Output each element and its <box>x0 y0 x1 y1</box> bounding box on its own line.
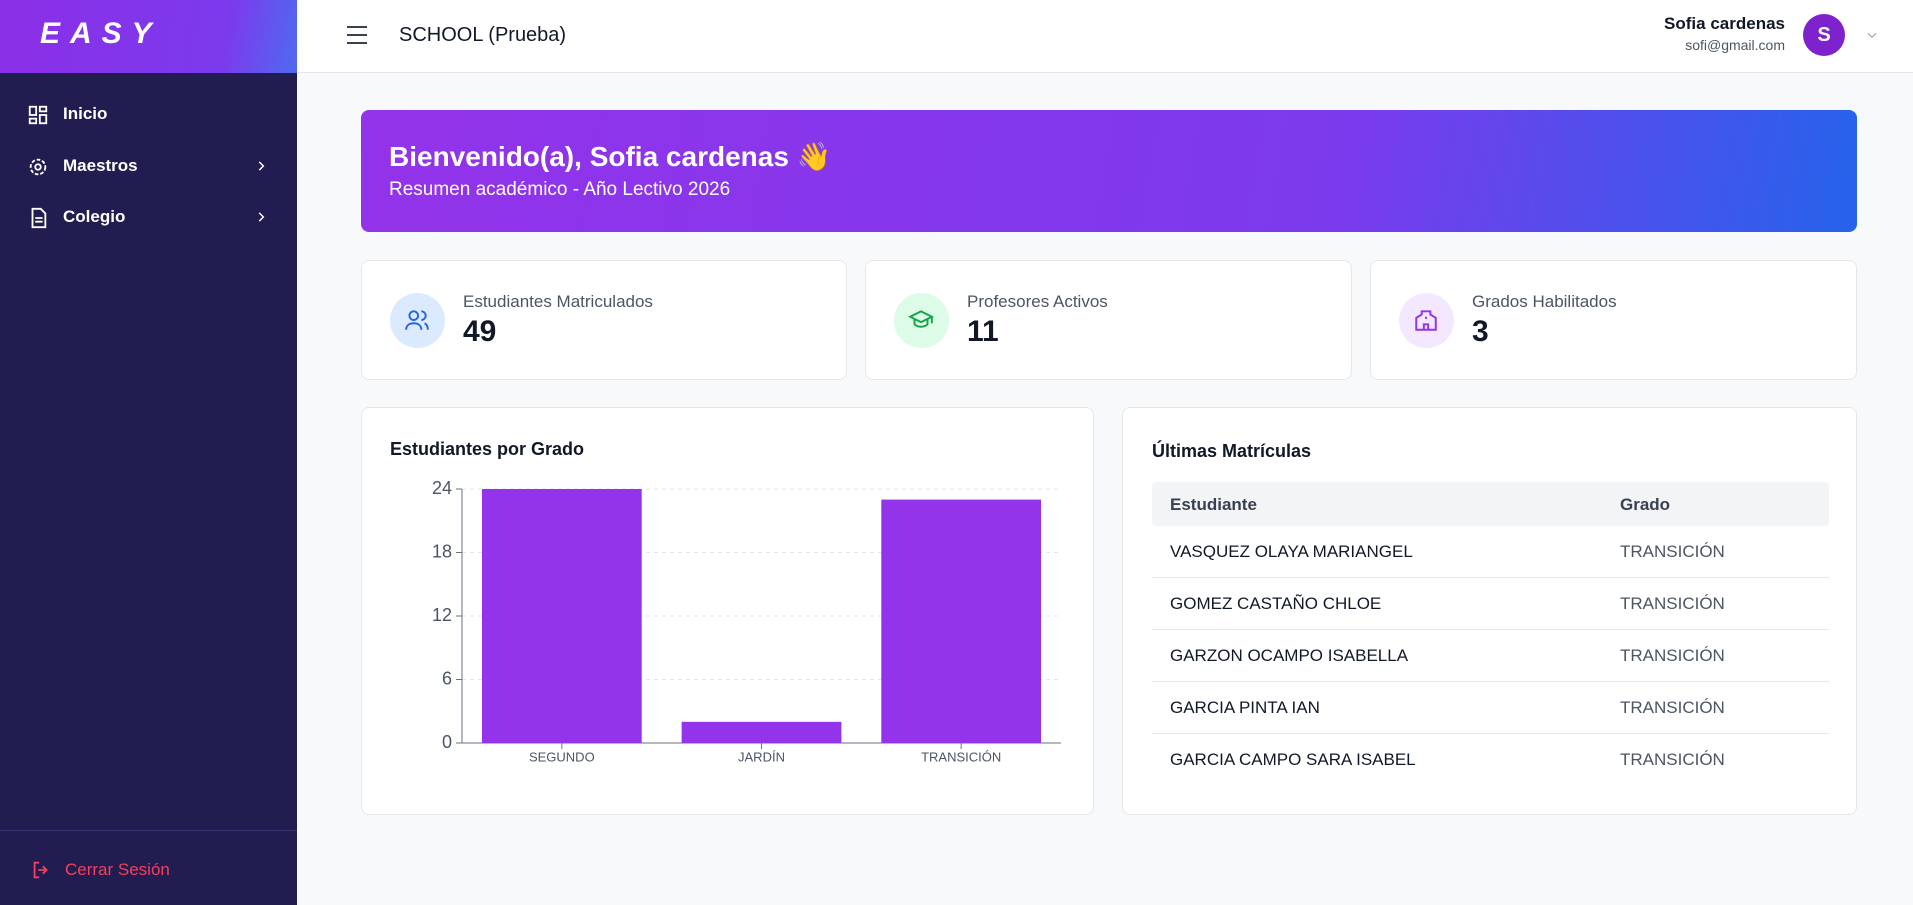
grade: TRANSICIÓN <box>1620 646 1725 665</box>
nav-item[interactable]: Colegio <box>0 195 297 239</box>
chevron <box>258 212 265 222</box>
column-header: Grado <box>1620 495 1671 514</box>
user-name: Sofia cardenas <box>1664 14 1785 33</box>
banner-subtitle: Resumen académico - Año Lectivo 2026 <box>389 179 731 200</box>
grade: TRANSICIÓN <box>1620 542 1725 561</box>
y-tick-label: 0 <box>442 732 452 752</box>
logout-label: Cerrar Sesión <box>65 860 170 879</box>
nav-label: Colegio <box>63 207 126 226</box>
student-name: GOMEZ CASTAÑO CHLOE <box>1170 594 1382 613</box>
chevron <box>258 161 265 171</box>
y-tick-label: 6 <box>442 668 452 688</box>
nav-item[interactable]: Inicio <box>0 92 297 136</box>
student-name: VASQUEZ OLAYA MARIANGEL <box>1170 542 1413 561</box>
y-tick-label: 18 <box>432 541 452 561</box>
column-header: Estudiante <box>1170 495 1257 514</box>
icon <box>29 158 47 176</box>
stat-label: Estudiantes Matriculados <box>463 292 653 311</box>
icon <box>28 105 48 125</box>
school-name: SCHOOL (Prueba) <box>399 24 567 46</box>
avatar[interactable]: S <box>1803 14 1845 56</box>
logo: EASY <box>0 0 297 73</box>
menu-button[interactable] <box>345 24 369 46</box>
bar <box>681 721 842 743</box>
stat-icon <box>1399 293 1454 348</box>
user-email: sofi@gmail.com <box>1685 37 1785 53</box>
table-row: GARCIA PINTA IAN TRANSICIÓN <box>1152 682 1829 734</box>
stat-value: 49 <box>463 315 497 348</box>
x-tick-label: SEGUNDO <box>529 749 595 764</box>
nav-item[interactable]: Maestros <box>0 144 297 188</box>
banner-title: Bienvenido(a), Sofia cardenas 👋 <box>389 141 832 172</box>
student-name: GARCIA PINTA IAN <box>1170 698 1320 717</box>
stat-icon <box>390 293 445 348</box>
stat-card: Estudiantes Matriculados 49 <box>361 260 847 380</box>
chevron[interactable] <box>1865 28 1879 42</box>
grade: TRANSICIÓN <box>1620 750 1725 769</box>
x-tick-label: TRANSICIÓN <box>921 749 1001 764</box>
stat-value: 11 <box>967 315 999 348</box>
table-row: VASQUEZ OLAYA MARIANGEL TRANSICIÓN <box>1152 526 1829 578</box>
nav-label: Maestros <box>63 156 138 175</box>
icon <box>31 207 47 229</box>
table-header: Estudiante Grado <box>1152 482 1829 526</box>
stat-label: Grados Habilitados <box>1472 292 1617 311</box>
chart-title: Estudiantes por Grado <box>390 439 584 459</box>
logout[interactable]: Cerrar Sesión <box>0 830 297 905</box>
grade: TRANSICIÓN <box>1620 594 1725 613</box>
x-tick-label: JARDÍN <box>738 749 785 764</box>
stat-card: Profesores Activos 11 <box>865 260 1352 380</box>
grade: TRANSICIÓN <box>1620 698 1725 717</box>
table-row: GOMEZ CASTAÑO CHLOE TRANSICIÓN <box>1152 578 1829 630</box>
table-row: GARZON OCAMPO ISABELLA TRANSICIÓN <box>1152 630 1829 682</box>
sidebar: EASY Inicio Maestros Colegio Cerrar Sesi… <box>0 0 297 905</box>
table-card: Últimas Matrículas Estudiante Grado VASQ… <box>1122 407 1857 815</box>
welcome-banner: Bienvenido(a), Sofia cardenas 👋 Resumen … <box>361 110 1857 232</box>
y-tick-label: 24 <box>432 478 452 498</box>
table-row: GARCIA CAMPO SARA ISABEL TRANSICIÓN <box>1152 734 1829 786</box>
chart-card: Estudiantes por Grado 0 6 12 18 24 SEGUNDO JAR… <box>361 407 1094 815</box>
bar <box>881 499 1042 743</box>
icon <box>33 861 48 879</box>
stat-label: Profesores Activos <box>967 292 1108 311</box>
student-name: GARCIA CAMPO SARA ISABEL <box>1170 750 1416 769</box>
table-title: Últimas Matrículas <box>1152 441 1312 461</box>
student-name: GARZON OCAMPO ISABELLA <box>1170 646 1409 665</box>
y-tick-label: 12 <box>432 605 452 625</box>
top-bar: SCHOOL (Prueba) Sofia cardenas sofi@gmai… <box>297 0 1913 73</box>
nav-label: Inicio <box>63 104 108 123</box>
chart: Estudiantes por Grado 0 6 12 18 24 SEGUNDO JAR… <box>390 439 1061 764</box>
bar <box>481 489 642 743</box>
stat-card: Grados Habilitados 3 <box>1370 260 1857 380</box>
stat-value: 3 <box>1472 315 1489 348</box>
stat-icon <box>894 293 949 348</box>
